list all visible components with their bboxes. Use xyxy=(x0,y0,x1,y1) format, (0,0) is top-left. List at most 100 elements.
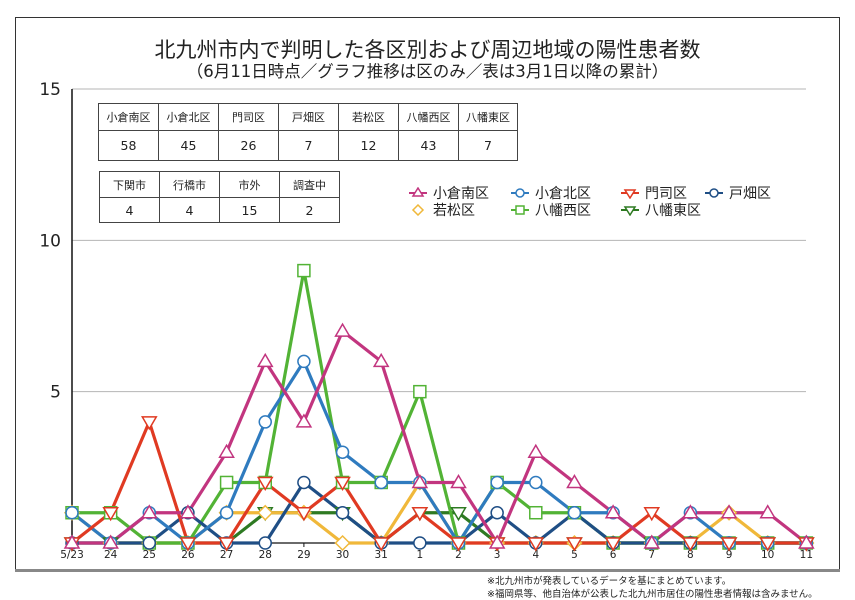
triangle-up-marker xyxy=(643,534,661,549)
triangle-up-marker xyxy=(63,534,81,549)
legend-label: 門司区 xyxy=(645,186,687,202)
square-marker xyxy=(297,263,311,278)
circle-icon xyxy=(511,188,529,198)
ward-totals-table: 小倉南区 小倉北区 門司区 戸畑区 若松区 八幡西区 八幡東区 58 45 26 7 12 43 7 xyxy=(98,103,518,161)
y-tick-label: 5 xyxy=(50,383,61,403)
triangle-up-marker xyxy=(720,504,738,519)
circle-marker xyxy=(142,536,157,550)
ward-header-cell: 戸畑区 xyxy=(278,103,339,131)
circle-marker xyxy=(65,505,79,520)
other-value-cell: 15 xyxy=(219,197,280,223)
square-marker xyxy=(515,205,525,215)
ward-header-cell: 八幡西区 xyxy=(398,103,459,131)
triangle-up-marker xyxy=(527,443,545,458)
footnote-2: ※福岡県等、他自治体が公表した北九州市居住の陽性患者情報は含みません。 xyxy=(487,589,818,600)
triangle-down-icon xyxy=(621,206,639,216)
circle-marker xyxy=(490,505,504,520)
triangle-down-marker xyxy=(720,537,738,552)
x-tick-label: 7 xyxy=(648,549,655,561)
legend-item: 小倉南区 xyxy=(409,183,489,203)
triangle-down-marker xyxy=(643,506,661,522)
diamond-marker xyxy=(411,204,425,216)
legend-item: 門司区 xyxy=(621,183,687,203)
triangle-up-marker xyxy=(798,534,815,549)
series-markers-0 xyxy=(63,322,815,549)
triangle-down-marker xyxy=(372,537,390,552)
y-tick-label: 15 xyxy=(39,80,61,100)
circle-marker xyxy=(297,354,311,369)
other-totals-table: 下関市 行橋市 市外 調査中 4 4 15 2 xyxy=(99,171,340,223)
triangle-down-marker xyxy=(334,476,351,491)
legend-item: 若松区 xyxy=(409,200,475,220)
x-tick-label: 8 xyxy=(687,549,694,561)
legend-label: 小倉北区 xyxy=(535,186,591,202)
other-header-cell: 下関市 xyxy=(99,171,160,198)
triangle-down-marker xyxy=(295,506,313,522)
diamond-marker xyxy=(334,534,351,552)
triangle-up-marker xyxy=(682,504,699,519)
triangle-up-marker xyxy=(218,443,235,458)
triangle-up-marker xyxy=(411,473,429,489)
triangle-up-marker xyxy=(566,473,583,489)
diamond-icon xyxy=(411,204,425,216)
other-value-cell: 4 xyxy=(99,197,160,223)
ward-value-cell: 26 xyxy=(218,130,279,161)
triangle-up-marker xyxy=(604,504,622,519)
triangle-down-marker xyxy=(759,537,777,552)
circle-icon xyxy=(705,188,723,198)
square-marker xyxy=(529,505,543,520)
chart-subtitle: （6月11日時点／グラフ推移は区のみ／表は3月1日以降の累計） xyxy=(186,62,669,81)
circle-marker xyxy=(490,475,504,490)
triangle-up-marker xyxy=(140,504,158,519)
triangle-down-marker xyxy=(411,506,429,522)
other-header-cell: 市外 xyxy=(219,171,280,198)
ward-value-cell: 43 xyxy=(398,130,459,161)
legend-label: 八幡東区 xyxy=(645,203,701,219)
ward-value-cell: 7 xyxy=(458,130,518,161)
x-tick-label: 2 xyxy=(455,549,462,561)
triangle-down-marker xyxy=(682,537,699,552)
circle-marker xyxy=(374,475,388,490)
x-tick-label: 9 xyxy=(726,549,733,561)
legend-label: 八幡西区 xyxy=(535,203,591,219)
x-tick-label: 27 xyxy=(220,549,233,561)
triangle-up-marker xyxy=(256,352,274,368)
circle-marker xyxy=(709,188,719,198)
ward-value-cell: 58 xyxy=(98,130,159,161)
triangle-up-marker xyxy=(334,322,351,337)
legend-label: 戸畑区 xyxy=(729,186,771,202)
triangle-up-marker xyxy=(450,473,467,489)
triangle-down-marker xyxy=(102,506,119,522)
circle-marker xyxy=(413,536,427,550)
y-tick-label: 10 xyxy=(39,231,61,251)
legend-label: 小倉南区 xyxy=(433,186,489,202)
square-marker xyxy=(219,475,234,490)
x-tick-label: 10 xyxy=(761,549,774,561)
other-value-cell: 4 xyxy=(159,197,220,223)
triangle-down-marker xyxy=(623,206,637,216)
circle-marker xyxy=(515,188,525,198)
triangle-down-marker xyxy=(527,537,545,552)
series-5 xyxy=(72,269,807,545)
ward-value-cell: 45 xyxy=(158,130,219,161)
x-tick-label: 28 xyxy=(259,549,272,561)
triangle-down-marker xyxy=(179,537,197,552)
circle-marker xyxy=(297,475,311,490)
square-marker xyxy=(413,384,427,399)
x-tick-label: 25 xyxy=(143,549,156,561)
triangle-up-marker xyxy=(411,187,425,197)
legend-item: 戸畑区 xyxy=(705,183,771,203)
x-tick-label: 4 xyxy=(532,549,539,561)
series-line xyxy=(72,269,807,545)
triangle-up-icon xyxy=(409,187,427,197)
series-markers-2 xyxy=(63,416,815,552)
triangle-up-marker xyxy=(488,534,506,549)
legend-item: 八幡東区 xyxy=(621,200,701,220)
triangle-down-icon xyxy=(621,189,639,199)
other-header-cell: 行橋市 xyxy=(159,171,220,198)
x-tick-label: 5/23 xyxy=(60,549,84,561)
triangle-down-marker xyxy=(450,537,467,552)
ward-header-cell: 門司区 xyxy=(218,103,279,131)
triangle-down-marker xyxy=(218,537,235,552)
ward-header-cell: 八幡東区 xyxy=(458,103,518,131)
